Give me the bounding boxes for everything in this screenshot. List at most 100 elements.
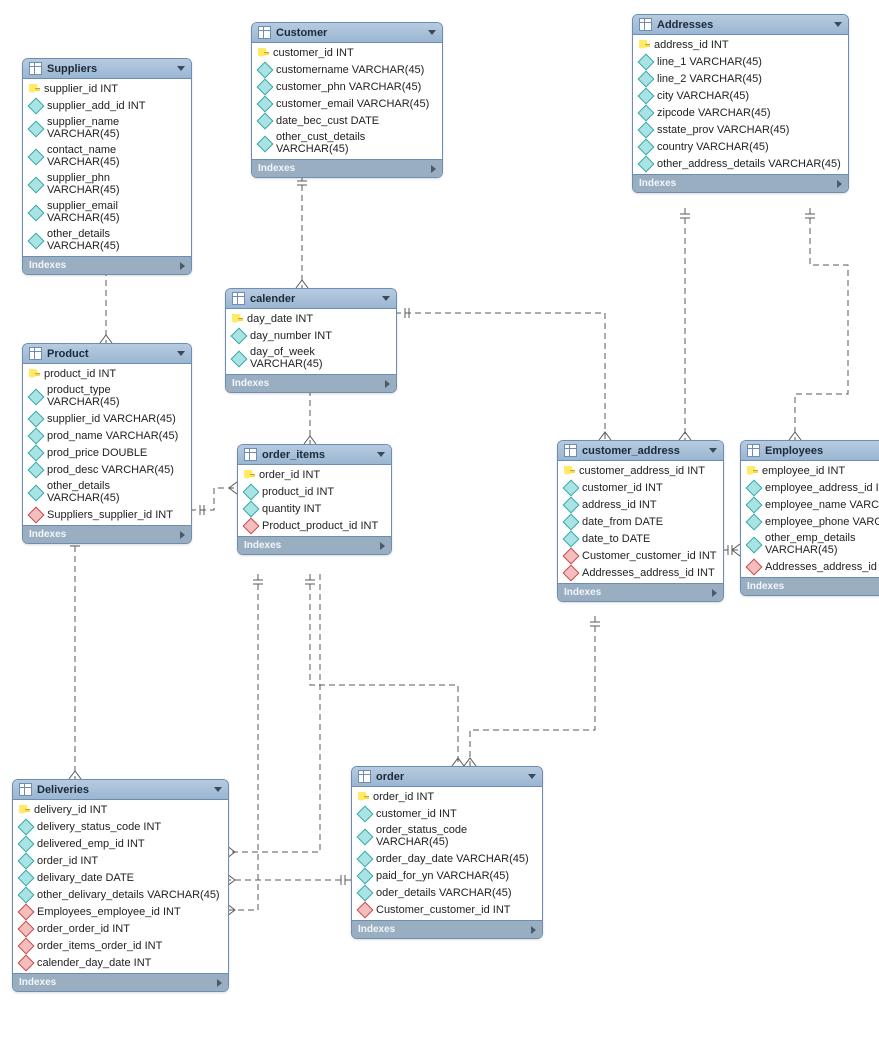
column-row[interactable]: order_id INT: [13, 852, 228, 869]
indexes-bar[interactable]: Indexes: [13, 973, 228, 991]
column-row[interactable]: sstate_prov VARCHAR(45): [633, 121, 848, 138]
column-row[interactable]: country VARCHAR(45): [633, 138, 848, 155]
column-row[interactable]: customer_email VARCHAR(45): [252, 95, 442, 112]
column-row[interactable]: line_2 VARCHAR(45): [633, 70, 848, 87]
column-row[interactable]: order_id INT: [352, 789, 542, 805]
column-row[interactable]: customer_address_id INT: [558, 463, 723, 479]
indexes-bar[interactable]: Indexes: [741, 577, 879, 595]
column-row[interactable]: product_id INT: [23, 366, 191, 382]
indexes-bar[interactable]: Indexes: [226, 374, 396, 392]
entity-employees[interactable]: Employees employee_id INTemployee_address…: [740, 440, 879, 596]
column-row[interactable]: Customer_customer_id INT: [352, 901, 542, 918]
entity-header[interactable]: customer_address: [558, 441, 723, 461]
column-row[interactable]: Addresses_address_id INT: [741, 558, 879, 575]
column-row[interactable]: paid_for_yn VARCHAR(45): [352, 867, 542, 884]
column-row[interactable]: date_to DATE: [558, 530, 723, 547]
column-row[interactable]: supplier_email VARCHAR(45): [23, 198, 191, 226]
column-row[interactable]: delivery_id INT: [13, 802, 228, 818]
column-row[interactable]: employee_address_id INT: [741, 479, 879, 496]
column-row[interactable]: Employees_employee_id INT: [13, 903, 228, 920]
column-row[interactable]: day_number INT: [226, 327, 396, 344]
column-row[interactable]: customername VARCHAR(45): [252, 61, 442, 78]
column-row[interactable]: day_date INT: [226, 311, 396, 327]
column-row[interactable]: prod_name VARCHAR(45): [23, 427, 191, 444]
column-row[interactable]: delivery_status_code INT: [13, 818, 228, 835]
entity-order_items[interactable]: order_items order_id INTproduct_id INTqua…: [237, 444, 392, 555]
indexes-bar[interactable]: Indexes: [633, 174, 848, 192]
attr-diamond-icon: [18, 819, 35, 836]
column-row[interactable]: customer_phn VARCHAR(45): [252, 78, 442, 95]
entity-addresses[interactable]: Addresses address_id INTline_1 VARCHAR(45…: [632, 14, 849, 193]
column-row[interactable]: Addresses_address_id INT: [558, 564, 723, 581]
column-row[interactable]: date_from DATE: [558, 513, 723, 530]
column-row[interactable]: line_1 VARCHAR(45): [633, 53, 848, 70]
column-row[interactable]: employee_id INT: [741, 463, 879, 479]
indexes-bar[interactable]: Indexes: [238, 536, 391, 554]
column-row[interactable]: order_status_code VARCHAR(45): [352, 822, 542, 850]
column-row[interactable]: customer_id INT: [352, 805, 542, 822]
entity-suppliers[interactable]: Suppliers supplier_id INTsupplier_add_id …: [22, 58, 192, 275]
entity-header[interactable]: order_items: [238, 445, 391, 465]
column-row[interactable]: order_items_order_id INT: [13, 937, 228, 954]
column-row[interactable]: prod_desc VARCHAR(45): [23, 461, 191, 478]
column-row[interactable]: zipcode VARCHAR(45): [633, 104, 848, 121]
column-row[interactable]: supplier_name VARCHAR(45): [23, 114, 191, 142]
indexes-bar[interactable]: Indexes: [252, 159, 442, 177]
column-row[interactable]: product_type VARCHAR(45): [23, 382, 191, 410]
column-row[interactable]: other_address_details VARCHAR(45): [633, 155, 848, 172]
column-row[interactable]: delivered_emp_id INT: [13, 835, 228, 852]
column-row[interactable]: order_id INT: [238, 467, 391, 483]
column-row[interactable]: quantity INT: [238, 500, 391, 517]
column-row[interactable]: employee_name VARCHAR(45): [741, 496, 879, 513]
column-row[interactable]: other_emp_details VARCHAR(45): [741, 530, 879, 558]
entity-header[interactable]: Suppliers: [23, 59, 191, 79]
column-row[interactable]: other_delivary_details VARCHAR(45): [13, 886, 228, 903]
column-row[interactable]: Customer_customer_id INT: [558, 547, 723, 564]
entity-deliveries[interactable]: Deliveries delivery_id INTdelivery_status…: [12, 779, 229, 992]
column-row[interactable]: customer_id INT: [558, 479, 723, 496]
chevron-right-icon: [380, 542, 385, 550]
column-row[interactable]: calender_day_date INT: [13, 954, 228, 971]
entity-header[interactable]: Addresses: [633, 15, 848, 35]
column-row[interactable]: Product_product_id INT: [238, 517, 391, 534]
column-row[interactable]: customer_id INT: [252, 45, 442, 61]
column-row[interactable]: Suppliers_supplier_id INT: [23, 506, 191, 523]
entity-header[interactable]: Employees: [741, 441, 879, 461]
column-row[interactable]: supplier_id INT: [23, 81, 191, 97]
column-row[interactable]: address_id INT: [558, 496, 723, 513]
column-row[interactable]: supplier_id VARCHAR(45): [23, 410, 191, 427]
indexes-bar[interactable]: Indexes: [352, 920, 542, 938]
column-row[interactable]: other_cust_details VARCHAR(45): [252, 129, 442, 157]
column-row[interactable]: prod_price DOUBLE: [23, 444, 191, 461]
column-row[interactable]: oder_details VARCHAR(45): [352, 884, 542, 901]
column-row[interactable]: product_id INT: [238, 483, 391, 500]
column-row[interactable]: order_order_id INT: [13, 920, 228, 937]
entity-header[interactable]: Product: [23, 344, 191, 364]
column-row[interactable]: supplier_add_id INT: [23, 97, 191, 114]
entity-order[interactable]: order order_id INTcustomer_id INTorder_st…: [351, 766, 543, 939]
key-icon: [19, 805, 29, 815]
indexes-bar[interactable]: Indexes: [558, 583, 723, 601]
entity-header[interactable]: calender: [226, 289, 396, 309]
column-row[interactable]: contact_name VARCHAR(45): [23, 142, 191, 170]
indexes-bar[interactable]: Indexes: [23, 525, 191, 543]
entity-customer_address[interactable]: customer_address customer_address_id INTc…: [557, 440, 724, 602]
column-row[interactable]: address_id INT: [633, 37, 848, 53]
column-row[interactable]: city VARCHAR(45): [633, 87, 848, 104]
entity-header[interactable]: Deliveries: [13, 780, 228, 800]
column-row[interactable]: delivary_date DATE: [13, 869, 228, 886]
column-row[interactable]: day_of_week VARCHAR(45): [226, 344, 396, 372]
column-row[interactable]: date_bec_cust DATE: [252, 112, 442, 129]
column-row[interactable]: other_details VARCHAR(45): [23, 226, 191, 254]
column-label: Addresses_address_id INT: [765, 561, 879, 573]
indexes-bar[interactable]: Indexes: [23, 256, 191, 274]
column-row[interactable]: order_day_date VARCHAR(45): [352, 850, 542, 867]
entity-calender[interactable]: calender day_date INTday_number INTday_of…: [225, 288, 397, 393]
column-row[interactable]: other_details VARCHAR(45): [23, 478, 191, 506]
entity-customer[interactable]: Customer customer_id INTcustomername VARC…: [251, 22, 443, 178]
entity-product[interactable]: Product product_id INTproduct_type VARCHA…: [22, 343, 192, 544]
entity-header[interactable]: order: [352, 767, 542, 787]
column-row[interactable]: employee_phone VARCHAR(45): [741, 513, 879, 530]
entity-header[interactable]: Customer: [252, 23, 442, 43]
column-row[interactable]: supplier_phn VARCHAR(45): [23, 170, 191, 198]
